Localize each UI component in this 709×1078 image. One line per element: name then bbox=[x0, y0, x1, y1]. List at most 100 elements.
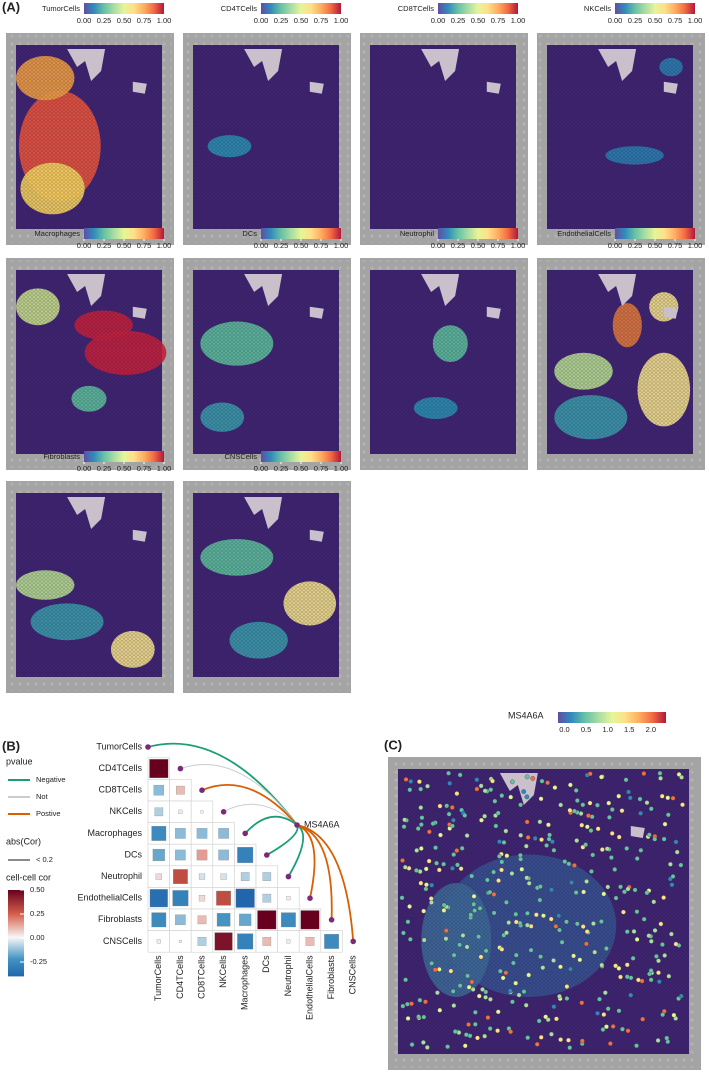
row-label: Neutrophil bbox=[101, 871, 142, 881]
map-title: TumorCells bbox=[42, 4, 80, 13]
spot bbox=[525, 835, 531, 840]
spot bbox=[552, 785, 558, 790]
spot bbox=[429, 900, 434, 905]
spot bbox=[590, 852, 596, 858]
spot bbox=[429, 961, 435, 966]
spot bbox=[589, 869, 594, 874]
spot bbox=[403, 777, 409, 782]
colorbar-tick-label: 1.00 bbox=[511, 241, 526, 250]
link bbox=[266, 824, 299, 856]
spot bbox=[609, 855, 614, 860]
spot bbox=[523, 1002, 529, 1008]
spot bbox=[457, 983, 463, 989]
colorbar-tick-label: 0.0 bbox=[559, 725, 569, 734]
spot bbox=[543, 1014, 549, 1020]
spot bbox=[414, 848, 420, 853]
row-label: CNSCells bbox=[103, 936, 143, 946]
link-end bbox=[285, 873, 292, 880]
tissue-hole bbox=[598, 274, 678, 319]
row-label: TumorCells bbox=[96, 741, 142, 751]
spot bbox=[662, 953, 668, 958]
spot bbox=[648, 968, 654, 973]
spot bbox=[492, 798, 498, 804]
link bbox=[296, 824, 316, 899]
column-label: CD4TCells bbox=[175, 955, 185, 999]
spot bbox=[655, 1038, 661, 1043]
spot bbox=[423, 866, 429, 872]
spot bbox=[449, 805, 455, 810]
spot bbox=[401, 930, 406, 936]
colorbar-tick-label: 0.25 bbox=[97, 16, 112, 25]
spot bbox=[508, 794, 514, 800]
cell bbox=[262, 893, 272, 903]
spot bbox=[429, 882, 435, 888]
colorbar-tick-label: 0.25 bbox=[30, 909, 45, 918]
map-title: Neutrophil bbox=[400, 229, 435, 238]
spot bbox=[421, 1014, 427, 1020]
spot bbox=[679, 774, 684, 780]
spot bbox=[641, 916, 647, 922]
spot bbox=[518, 832, 524, 838]
spot bbox=[572, 808, 577, 814]
colorbar-tick-label: 0.5 bbox=[581, 725, 591, 734]
spot bbox=[460, 933, 466, 938]
cell bbox=[149, 759, 169, 779]
colorbar bbox=[261, 451, 341, 462]
spot bbox=[518, 856, 523, 862]
spot bbox=[471, 893, 477, 899]
colorbar-tick-label: 1.5 bbox=[624, 725, 634, 734]
spot bbox=[602, 990, 608, 996]
spot bbox=[609, 831, 615, 836]
spot bbox=[599, 847, 605, 852]
colorbar-tick-label: 0.25 bbox=[274, 16, 289, 25]
spot bbox=[592, 949, 598, 955]
colorbar-tick-label: 0.75 bbox=[314, 16, 329, 25]
spot bbox=[488, 996, 493, 1002]
spot bbox=[568, 966, 573, 972]
spot bbox=[666, 973, 672, 979]
cell bbox=[220, 873, 227, 880]
spot bbox=[678, 993, 684, 999]
cell bbox=[200, 810, 204, 814]
spot bbox=[400, 858, 405, 863]
spots bbox=[16, 45, 162, 229]
panel-label: (B) bbox=[2, 738, 20, 753]
spot bbox=[430, 821, 436, 826]
spot bbox=[551, 847, 557, 853]
colorbar-tick-label: 0.50 bbox=[294, 16, 309, 25]
colorbar-tick-label: 1.00 bbox=[511, 16, 526, 25]
spot bbox=[478, 954, 484, 960]
spot bbox=[567, 807, 573, 813]
spot bbox=[513, 911, 519, 917]
spot bbox=[573, 890, 579, 895]
cell bbox=[149, 889, 168, 908]
cell bbox=[152, 848, 165, 862]
cell bbox=[198, 873, 206, 880]
spot bbox=[443, 936, 449, 942]
spot bbox=[504, 899, 509, 905]
colorbar-tick-label: 1.00 bbox=[157, 241, 172, 250]
spot bbox=[673, 839, 679, 845]
spot bbox=[618, 974, 623, 980]
spot bbox=[524, 774, 530, 780]
row-label: EndothelialCells bbox=[77, 893, 142, 903]
spot bbox=[448, 968, 454, 974]
spot bbox=[426, 858, 432, 864]
legend-label: Negative bbox=[36, 775, 66, 784]
spot bbox=[579, 1038, 585, 1044]
spot bbox=[483, 989, 489, 995]
link bbox=[180, 764, 298, 826]
tissue-hole bbox=[244, 49, 324, 94]
colorbar-tick-label: 0.00 bbox=[254, 16, 269, 25]
colorbar-tick-label: 0.25 bbox=[451, 241, 466, 250]
spot bbox=[414, 868, 419, 873]
spot bbox=[436, 867, 442, 873]
spot bbox=[600, 1027, 606, 1032]
spot bbox=[470, 987, 476, 992]
colorbar-tick-label: 0.00 bbox=[254, 464, 269, 473]
colorbar-tick-label: 0.75 bbox=[668, 241, 683, 250]
spot bbox=[587, 771, 593, 777]
spot bbox=[441, 902, 447, 908]
colorbar-tick-label: 0.25 bbox=[274, 464, 289, 473]
map-title: EndothelialCells bbox=[557, 229, 611, 238]
